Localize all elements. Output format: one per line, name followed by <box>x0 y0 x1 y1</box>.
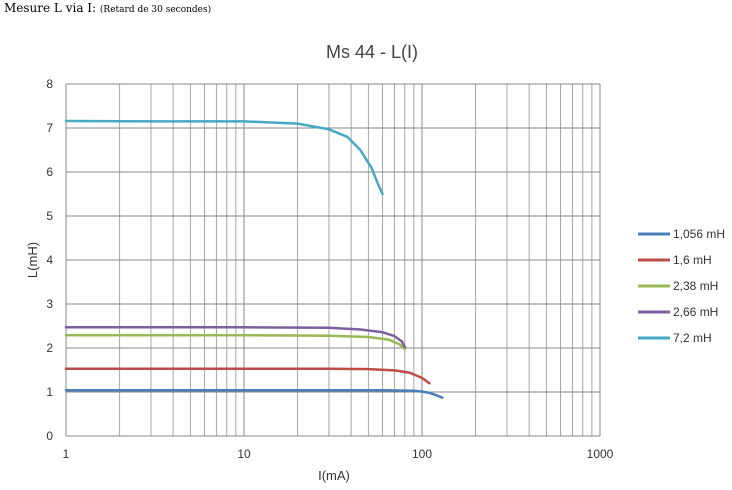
page-heading: Mesure L via I: (Retard de 30 secondes) <box>4 1 211 15</box>
series-line <box>64 119 384 196</box>
grid <box>65 83 601 437</box>
y-tick-label: 7 <box>46 121 53 135</box>
y-tick-label: 0 <box>46 429 53 443</box>
y-axis-label: L(mH) <box>25 242 40 278</box>
x-tick-label: 1 <box>63 447 70 461</box>
y-tick-label: 8 <box>46 77 53 91</box>
legend-label: 2,38 mH <box>673 279 718 293</box>
x-tick-label: 10 <box>237 447 251 461</box>
series-line <box>64 333 407 351</box>
y-tick-label: 5 <box>46 209 53 223</box>
y-tick-label: 2 <box>46 341 53 355</box>
chart-title: Ms 44 - L(I) <box>326 42 418 62</box>
page-heading-sub: (Retard de 30 secondes) <box>99 5 212 15</box>
series-line <box>64 326 407 349</box>
x-axis-label: I(mA) <box>318 468 350 483</box>
legend-label: 1,6 mH <box>673 253 712 267</box>
legend-label: 2,66 mH <box>673 305 718 319</box>
legend: 1,056 mH 1,6 mH 2,38 mH 2,66 mH 7,2 mH <box>638 227 725 345</box>
legend-label: 1,056 mH <box>673 227 725 241</box>
y-tick-label: 6 <box>46 165 53 179</box>
page-heading-main: Mesure L via I: <box>4 1 97 15</box>
y-tick-label: 1 <box>46 385 53 399</box>
legend-label: 7,2 mH <box>673 331 712 345</box>
x-tick-label: 100 <box>412 447 432 461</box>
series-line <box>64 388 444 399</box>
y-tick-label: 4 <box>46 253 53 267</box>
series-line <box>64 367 431 385</box>
series-layer <box>64 119 444 399</box>
y-tick-label: 3 <box>46 297 53 311</box>
x-tick-label: 1000 <box>587 447 614 461</box>
